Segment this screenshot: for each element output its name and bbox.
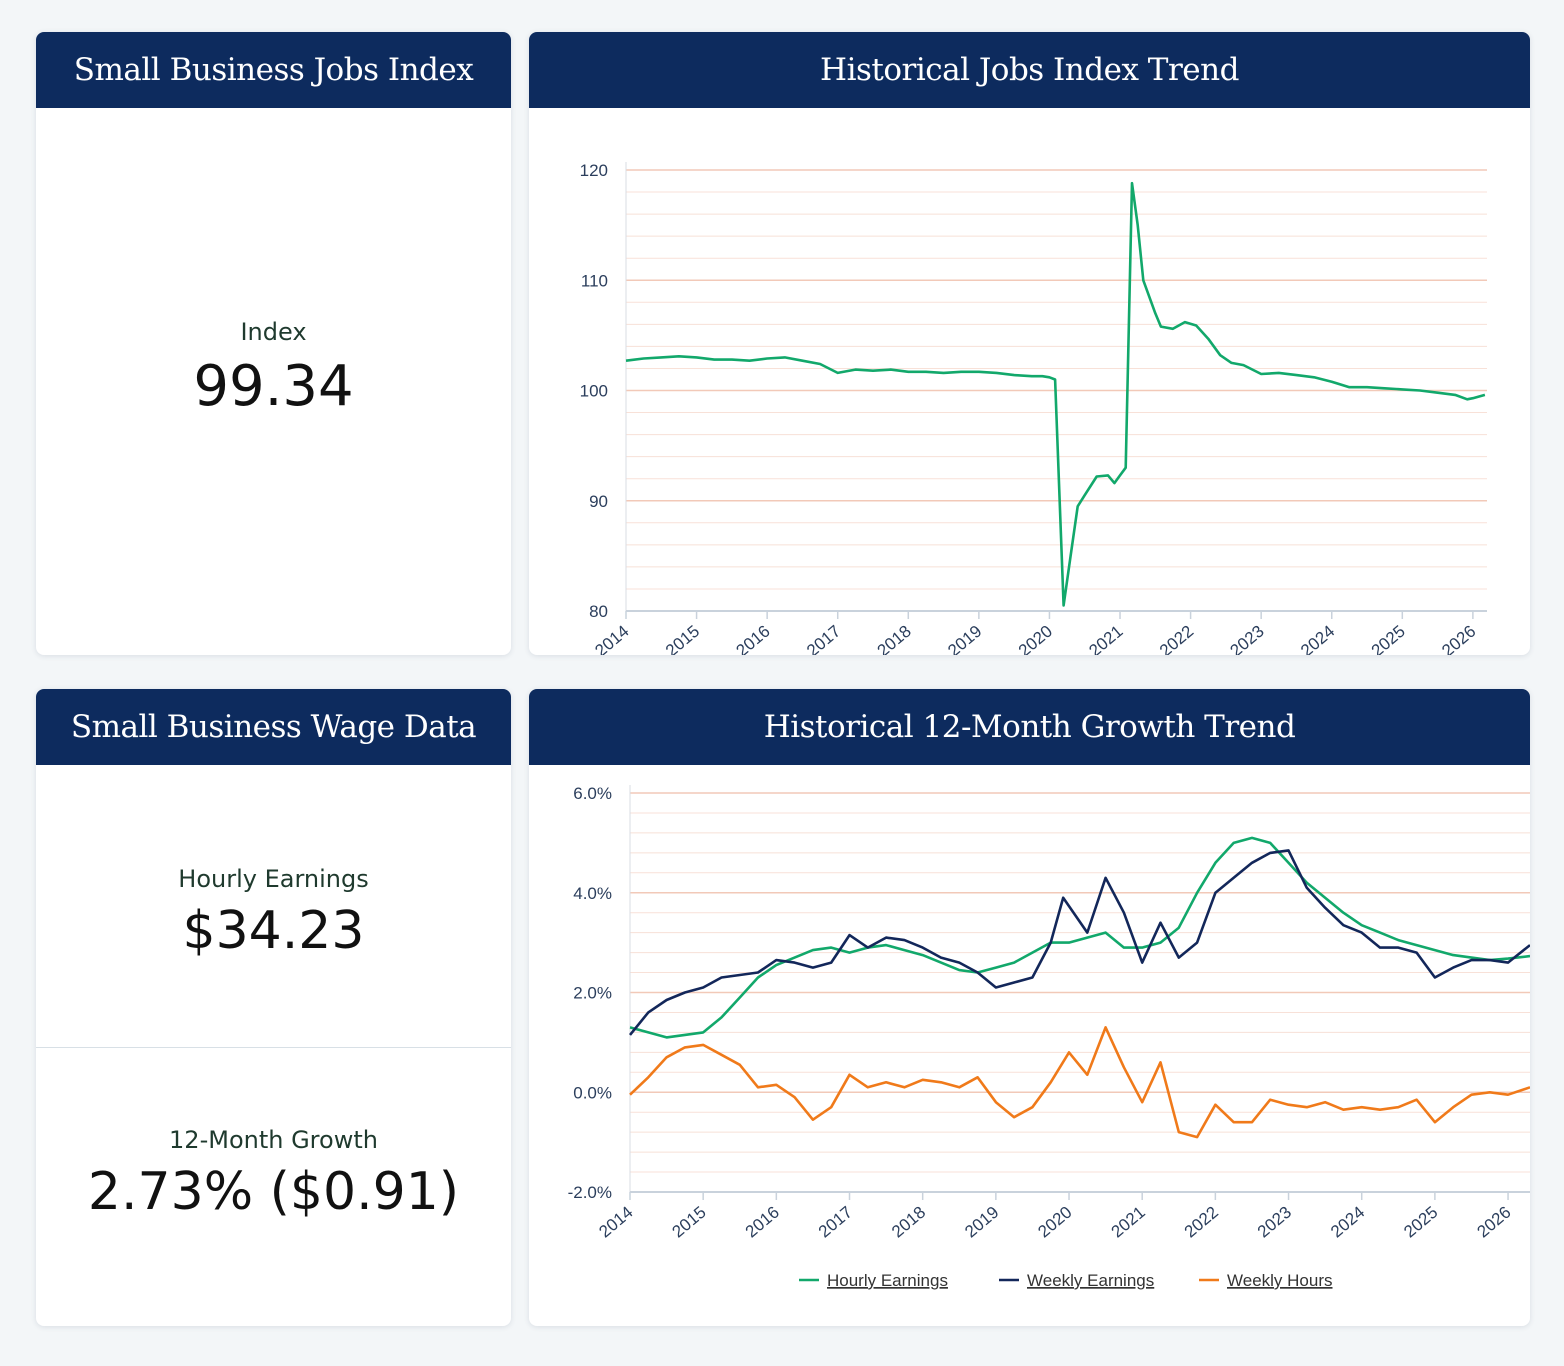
y-tick-label: 100	[580, 382, 608, 401]
jobs-index-value: 99.34	[193, 354, 354, 419]
jobs-index-card: Small Business Jobs Index Index 99.34	[36, 32, 511, 655]
x-tick-label: 2020	[1015, 622, 1056, 655]
y-tick-label: -2.0%	[568, 1183, 612, 1202]
x-tick-label: 2025	[1368, 622, 1409, 655]
wage-data-card: Small Business Wage Data Hourly Earnings…	[36, 689, 511, 1326]
growth-trend-card: Historical 12-Month Growth Trend -2.0% 0.…	[529, 689, 1530, 1326]
growth-stat: 12-Month Growth 2.73% ($0.91)	[36, 1126, 511, 1222]
x-tick-label: 2017	[815, 1203, 856, 1242]
x-tick-label: 2020	[1034, 1203, 1075, 1242]
x-tick-label: 2018	[888, 1203, 929, 1242]
y-tick-label: 80	[589, 602, 608, 621]
x-tick-label: 2017	[803, 622, 844, 655]
x-tick-label: 2014	[595, 1203, 636, 1242]
x-tick-label: 2023	[1254, 1203, 1295, 1242]
y-tick-label: 4.0%	[573, 884, 612, 903]
y-tick-label: 6.0%	[573, 784, 612, 803]
x-tick-label: 2026	[1438, 622, 1479, 655]
jobs-trend-title: Historical Jobs Index Trend	[529, 32, 1530, 108]
growth-trend-chart: -2.0% 0.0% 2.0% 4.0% 6.0% 2014 2015 2016 2017 201…	[568, 784, 1530, 1290]
x-tick-label: 2016	[742, 1203, 783, 1242]
y-tick-label: 2.0%	[573, 984, 612, 1003]
legend-label: Weekly Hours	[1227, 1271, 1333, 1290]
wage-divider	[36, 1047, 511, 1048]
x-tick-label: 2024	[1327, 1203, 1368, 1242]
x-tick-label: 2015	[662, 622, 703, 655]
x-tick-label: 2022	[1181, 1203, 1222, 1242]
legend-label: Hourly Earnings	[827, 1271, 948, 1290]
legend-label: Weekly Earnings	[1027, 1271, 1154, 1290]
jobs-index-title: Small Business Jobs Index	[36, 32, 511, 108]
x-tick-label: 2019	[961, 1203, 1002, 1242]
series-line	[625, 181, 1486, 607]
growth-trend-title: Historical 12-Month Growth Trend	[529, 689, 1530, 765]
growth-label: 12-Month Growth	[169, 1126, 378, 1154]
series-line	[628, 849, 1530, 1036]
hourly-earnings-value: $34.23	[182, 901, 365, 961]
legend-item: Hourly Earnings	[799, 1271, 948, 1290]
series-line	[629, 836, 1530, 1039]
x-tick-label: 2021	[1108, 1203, 1149, 1242]
y-tick-label: 90	[589, 492, 608, 511]
x-tick-label: 2026	[1473, 1203, 1514, 1242]
x-tick-label: 2021	[1085, 622, 1126, 655]
x-tick-label: 2023	[1227, 622, 1268, 655]
x-tick-label: 2016	[733, 622, 774, 655]
wage-data-title: Small Business Wage Data	[36, 689, 511, 765]
y-tick-label: 120	[580, 161, 608, 180]
jobs-index-label: Index	[240, 318, 307, 346]
jobs-trend-chart: 80 90 100 110 120 2014 2015 2016 2017 2018 2019 202…	[580, 161, 1487, 655]
jobs-trend-card: Historical Jobs Index Trend 80 90 100 110 12…	[529, 32, 1530, 655]
x-tick-label: 2019	[944, 622, 985, 655]
x-tick-label: 2018	[874, 622, 915, 655]
hourly-earnings-stat: Hourly Earnings $34.23	[36, 865, 511, 961]
series-line	[629, 1026, 1530, 1139]
y-tick-label: 0.0%	[573, 1083, 612, 1102]
legend-item: Weekly Earnings	[999, 1271, 1154, 1290]
y-tick-label: 110	[581, 271, 608, 290]
x-tick-label: 2015	[669, 1203, 710, 1242]
legend-item: Weekly Hours	[1199, 1271, 1333, 1290]
growth-value: 2.73% ($0.91)	[87, 1162, 460, 1222]
x-tick-label: 2022	[1156, 622, 1197, 655]
x-tick-label: 2025	[1400, 1203, 1441, 1242]
jobs-index-stat: Index 99.34	[36, 318, 511, 419]
hourly-earnings-label: Hourly Earnings	[178, 865, 369, 893]
x-tick-label: 2024	[1297, 622, 1338, 655]
x-tick-label: 2014	[591, 622, 632, 655]
